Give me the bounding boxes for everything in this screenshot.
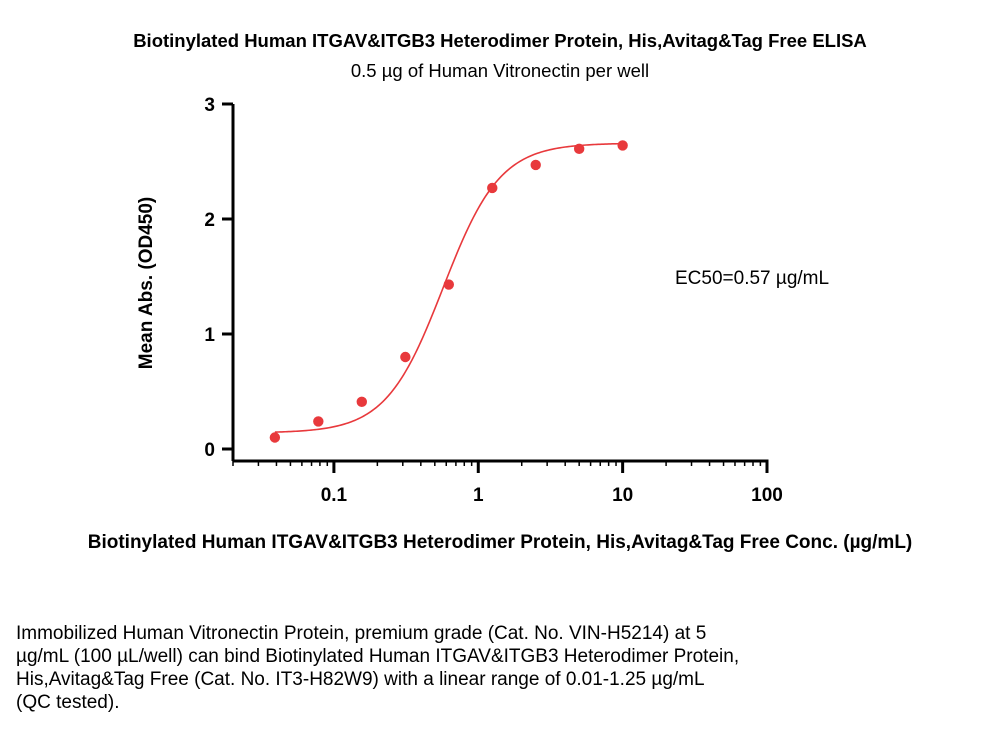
x-tick-label: 0.1 — [321, 485, 348, 506]
y-tick-label: 1 — [204, 325, 215, 346]
caption: Immobilized Human Vitronectin Protein, p… — [16, 622, 916, 714]
caption-line: Immobilized Human Vitronectin Protein, p… — [16, 623, 707, 644]
data-point — [487, 182, 498, 194]
x-tick-label: 10 — [612, 485, 633, 506]
data-point — [356, 396, 367, 408]
ec50-annotation: EC50=0.57 µg/mL — [675, 268, 829, 289]
y-tick-label: 3 — [204, 95, 215, 116]
caption-line: (QC tested). — [16, 692, 120, 713]
chart-subtitle: 0.5 µg of Human Vitronectin per well — [350, 60, 650, 81]
y-axis-label: Mean Abs. (OD450) — [136, 197, 157, 369]
caption-line: His,Avitag&Tag Free (Cat. No. IT3-H82W9)… — [16, 669, 705, 690]
data-point — [530, 159, 541, 171]
data-points — [269, 140, 628, 443]
x-tick-label: 1 — [473, 485, 484, 506]
x-axis-label: Biotinylated Human ITGAV&ITGB3 Heterodim… — [87, 532, 913, 553]
chart-title: Biotinylated Human ITGAV&ITGB3 Heterodim… — [133, 30, 867, 51]
y-tick-label: 0 — [204, 440, 215, 461]
axes: 0 1 2 3 0.1 1 10 100 — [204, 95, 782, 506]
y-tick-label: 2 — [204, 210, 215, 231]
x-tick-label: 100 — [751, 485, 783, 506]
data-point — [313, 416, 324, 427]
data-point — [269, 432, 281, 443]
fit-curve — [274, 142, 623, 433]
caption-line: µg/mL (100 µL/well) can bind Biotinylate… — [16, 646, 740, 667]
data-point — [617, 140, 628, 151]
elisa-chart: 0 1 2 3 0.1 1 10 100 Mean Abs. (OD450) EC50=0.5… — [136, 95, 829, 506]
data-point — [573, 143, 585, 155]
data-point — [443, 279, 455, 290]
data-point — [400, 351, 411, 363]
